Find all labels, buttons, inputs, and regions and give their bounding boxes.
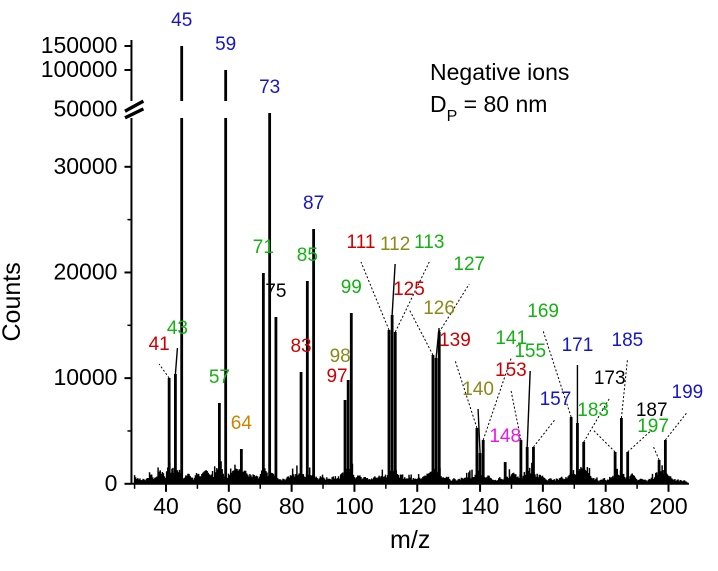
svg-text:Counts: Counts — [0, 262, 26, 341]
svg-text:171: 171 — [562, 335, 594, 356]
svg-text:112: 112 — [380, 234, 410, 255]
svg-text:87: 87 — [303, 193, 324, 214]
svg-text:30000: 30000 — [53, 153, 117, 179]
svg-text:125: 125 — [393, 279, 425, 300]
svg-text:59: 59 — [215, 34, 236, 55]
svg-text:75: 75 — [265, 281, 286, 302]
svg-text:140: 140 — [462, 379, 494, 400]
svg-text:83: 83 — [290, 336, 311, 357]
svg-text:0: 0 — [105, 470, 118, 496]
svg-text:173: 173 — [594, 368, 626, 389]
svg-text:199: 199 — [672, 382, 704, 403]
svg-text:113: 113 — [414, 232, 444, 253]
svg-text:99: 99 — [341, 277, 362, 298]
svg-text:64: 64 — [231, 413, 253, 434]
svg-text:139: 139 — [439, 330, 471, 351]
svg-text:45: 45 — [171, 10, 192, 31]
svg-text:157: 157 — [540, 389, 572, 410]
svg-text:120: 120 — [398, 493, 436, 519]
svg-text:10000: 10000 — [53, 364, 117, 390]
svg-text:169: 169 — [527, 301, 559, 322]
svg-text:97: 97 — [326, 366, 347, 387]
svg-text:200: 200 — [649, 493, 687, 519]
svg-text:185: 185 — [612, 330, 644, 351]
svg-text:98: 98 — [330, 346, 351, 367]
svg-text:111: 111 — [347, 232, 376, 253]
svg-text:126: 126 — [423, 298, 455, 319]
svg-text:160: 160 — [524, 493, 562, 519]
svg-text:71: 71 — [253, 237, 274, 258]
svg-text:150000: 150000 — [41, 32, 118, 58]
svg-text:127: 127 — [453, 254, 485, 275]
svg-text:40: 40 — [153, 493, 179, 519]
svg-text:140: 140 — [461, 493, 499, 519]
svg-text:100000: 100000 — [41, 56, 118, 82]
svg-text:100: 100 — [335, 493, 373, 519]
svg-text:183: 183 — [577, 400, 609, 421]
svg-text:43: 43 — [167, 318, 188, 339]
svg-text:73: 73 — [259, 77, 280, 98]
svg-text:153: 153 — [495, 360, 527, 381]
svg-text:148: 148 — [489, 426, 521, 447]
svg-text:80: 80 — [279, 493, 305, 519]
svg-text:197: 197 — [637, 416, 669, 437]
svg-text:50000: 50000 — [53, 96, 117, 122]
svg-text:60: 60 — [216, 493, 242, 519]
svg-text:Negative ions: Negative ions — [430, 59, 569, 85]
svg-text:20000: 20000 — [53, 258, 117, 284]
svg-text:180: 180 — [587, 493, 625, 519]
svg-text:155: 155 — [514, 341, 546, 362]
svg-text:57: 57 — [209, 367, 230, 388]
svg-text:m/z: m/z — [390, 526, 430, 554]
svg-text:85: 85 — [297, 245, 318, 266]
